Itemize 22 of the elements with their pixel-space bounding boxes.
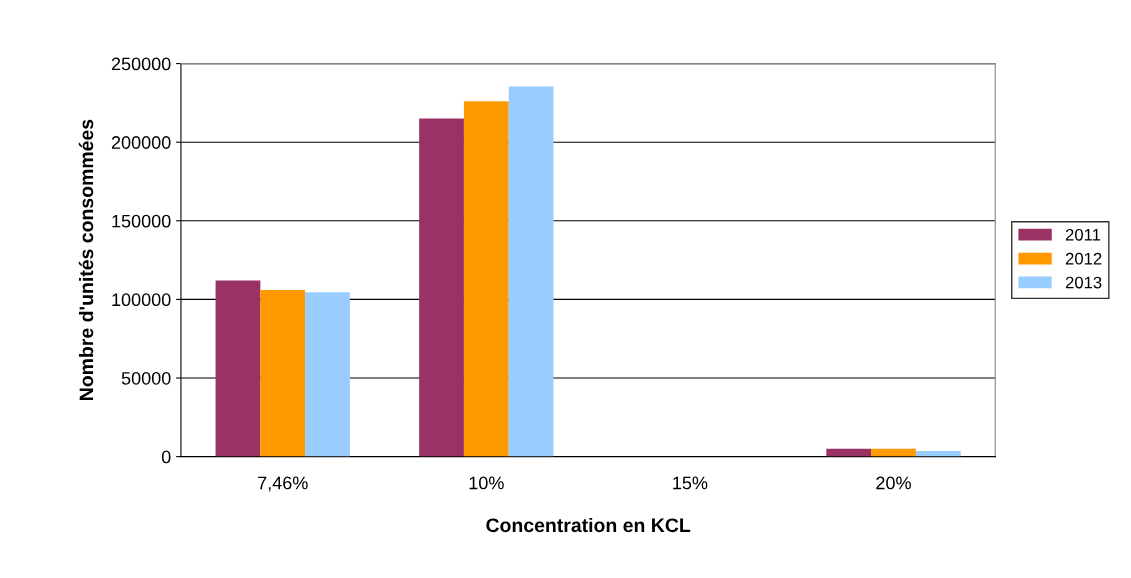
legend-label: 2012 xyxy=(1065,252,1102,265)
y-tick-label: 0 xyxy=(161,450,171,464)
y-tick-label: 250000 xyxy=(111,57,171,71)
y-tick-label: 200000 xyxy=(111,136,171,149)
bar xyxy=(305,292,350,457)
bar xyxy=(260,289,306,457)
x-tick-label: 20% xyxy=(876,476,911,490)
x-tick-label: 10% xyxy=(469,476,504,490)
legend-label: 2013 xyxy=(1065,276,1102,289)
bar xyxy=(215,280,261,457)
y-tick-label: 50000 xyxy=(121,371,171,385)
bar xyxy=(508,86,554,457)
bar xyxy=(915,451,961,457)
y-axis-title: Nombre d'unités consommées xyxy=(78,119,94,400)
legend-label: 2011 xyxy=(1065,228,1101,241)
y-tick-label: 100000 xyxy=(112,293,171,307)
bar xyxy=(463,101,509,457)
y-tick-label: 150000 xyxy=(112,214,171,228)
bar xyxy=(419,118,464,457)
x-axis-title: Concentration en KCL xyxy=(486,517,691,533)
x-tick-label: 15% xyxy=(673,476,708,490)
x-tick-label: 7,46% xyxy=(258,476,308,492)
